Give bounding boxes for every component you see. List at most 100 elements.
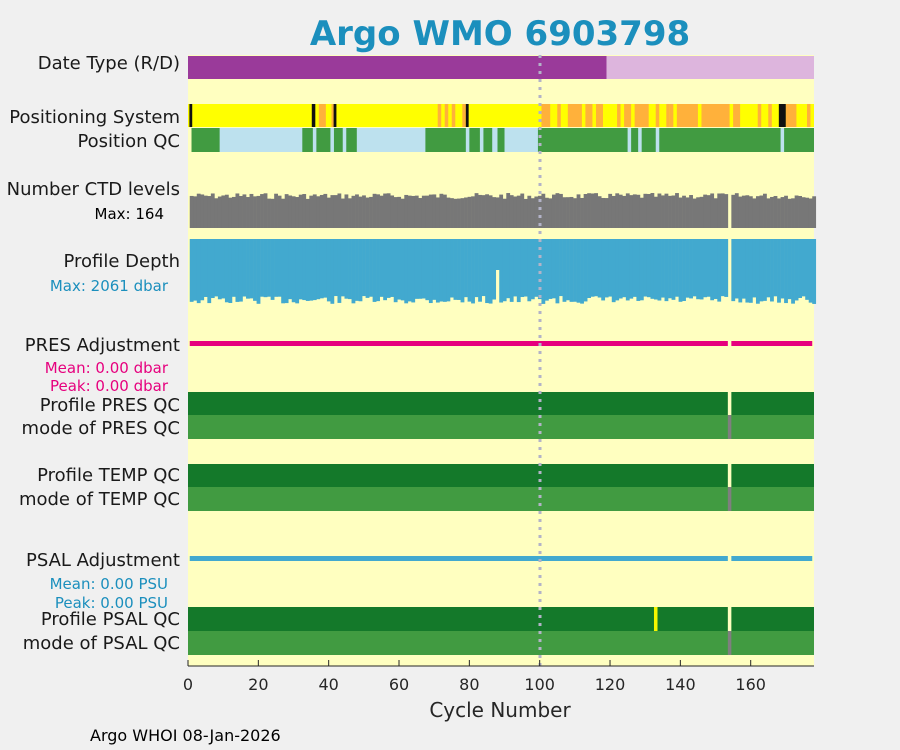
profile-depth-bar: [253, 239, 257, 301]
profile-pres-qc-band-gap: [727, 392, 732, 415]
profile-depth-bar: [460, 239, 465, 303]
profile-depth-bar: [238, 239, 243, 302]
ctd-level-bar: [755, 196, 760, 228]
ctd-level-bar: [228, 197, 233, 228]
profile-depth-bar: [200, 239, 205, 301]
ctd-level-bar: [397, 196, 402, 228]
positioning-system-segment: [757, 104, 762, 127]
ctd-level-bar: [446, 197, 451, 228]
profile-depth-bar: [562, 239, 567, 302]
profile-depth-bar: [590, 239, 595, 297]
ctd-level-bar: [551, 194, 556, 228]
profile-depth-bar: [770, 239, 774, 302]
ctd-level-bar: [457, 198, 461, 228]
ctd-level-bar: [432, 194, 437, 228]
label-psal-adjustment: PSAL Adjustment: [26, 550, 180, 571]
profile-depth-bar: [217, 239, 222, 300]
ctd-level-bar: [752, 198, 757, 228]
ctd-level-bar: [569, 196, 574, 228]
profile-depth-bar: [291, 239, 296, 303]
profile-depth-bar: [748, 239, 753, 303]
profile-depth-bar: [502, 239, 507, 302]
profile-depth-bar: [193, 239, 198, 301]
profile-depth-bar: [773, 239, 778, 297]
ctd-level-bar: [499, 194, 504, 228]
ctd-level-bar: [235, 193, 240, 228]
profile-depth-bar: [376, 239, 380, 302]
ctd-level-bar: [597, 196, 602, 228]
ctd-level-bar: [587, 193, 591, 228]
profile-depth-bar: [731, 239, 736, 302]
profile-depth-bar: [295, 239, 300, 304]
ctd-level-bar: [309, 195, 314, 228]
profile-depth-bar: [513, 239, 518, 297]
ctd-level-bar: [661, 195, 665, 228]
profile-depth-bar: [625, 239, 630, 301]
profile-depth-bar: [544, 239, 549, 301]
ctd-level-bar: [217, 196, 222, 228]
profile-depth-bar: [653, 239, 658, 300]
ctd-level-bar: [784, 195, 788, 228]
profile-depth-bar: [386, 239, 391, 298]
ctd-level-bar: [530, 198, 535, 228]
ctd-level-bar: [559, 193, 563, 228]
profile-depth-bar: [319, 239, 324, 299]
profile-depth-bar: [288, 239, 293, 300]
profile-depth-bar: [485, 239, 489, 304]
profile-depth-bar: [692, 239, 697, 297]
profile-depth-bar: [812, 239, 817, 304]
ctd-level-bar: [435, 197, 440, 228]
profile-depth-bar: [411, 239, 416, 303]
profile-depth-bar: [442, 239, 447, 302]
profile-depth-bar: [224, 239, 229, 303]
ctd-level-bar: [766, 198, 771, 228]
profile-depth-bar: [657, 239, 662, 301]
ctd-level-bar: [696, 197, 701, 228]
profile-depth-bar: [400, 239, 405, 301]
profile-depth-bar: [710, 239, 715, 301]
label-mode-pres-qc: mode of PRES QC: [22, 418, 180, 439]
ctd-level-bar: [513, 196, 518, 228]
label-profile-temp-qc: Profile TEMP QC: [37, 465, 180, 486]
ctd-level-bar: [523, 198, 528, 228]
profile-depth-bar: [414, 239, 419, 299]
position-qc-segment: [479, 128, 484, 152]
x-tick-label: 0: [183, 675, 193, 694]
ctd-level-bar: [319, 194, 324, 228]
profile-depth-bar: [316, 239, 321, 300]
plot-background: [188, 55, 814, 666]
profile-depth-bar: [805, 239, 810, 300]
ctd-level-bar: [207, 196, 212, 228]
profile-depth-bar: [724, 239, 729, 297]
profile-depth-bar: [661, 239, 665, 298]
ctd-level-bar: [291, 196, 296, 228]
mode-pres-qc-band-gap: [727, 415, 732, 439]
profile-depth-bar: [523, 239, 528, 297]
ctd-level-bar: [224, 194, 229, 228]
profile-depth-bar: [337, 239, 342, 303]
profile-temp-qc-band-gap: [727, 464, 732, 487]
profile-depth-bar: [348, 239, 352, 300]
ctd-level-bar: [713, 198, 718, 228]
ctd-level-bar: [330, 195, 335, 228]
profile-depth-bar: [559, 239, 563, 297]
ctd-level-bar: [763, 193, 767, 228]
profile-depth-bar: [611, 239, 616, 303]
positioning-system-segment: [567, 104, 582, 127]
ctd-level-bar: [439, 193, 444, 228]
profile-depth-bar: [587, 239, 591, 298]
ctd-level-bar: [741, 195, 746, 228]
ctd-level-bar: [326, 197, 331, 228]
profile-depth-bar: [777, 239, 781, 303]
profile-depth-bar: [784, 239, 788, 304]
position-qc-segment: [655, 128, 660, 152]
ctd-level-bar: [492, 197, 497, 228]
profile-depth-bar: [421, 239, 426, 299]
ctd-level-bar: [678, 197, 683, 228]
ctd-level-bar: [668, 195, 672, 228]
ctd-level-bar: [488, 195, 493, 228]
profile-depth-bar: [530, 239, 535, 300]
profile-depth-bar: [741, 239, 746, 299]
profile-depth-bar: [256, 239, 261, 304]
profile-depth-bar: [520, 239, 525, 298]
